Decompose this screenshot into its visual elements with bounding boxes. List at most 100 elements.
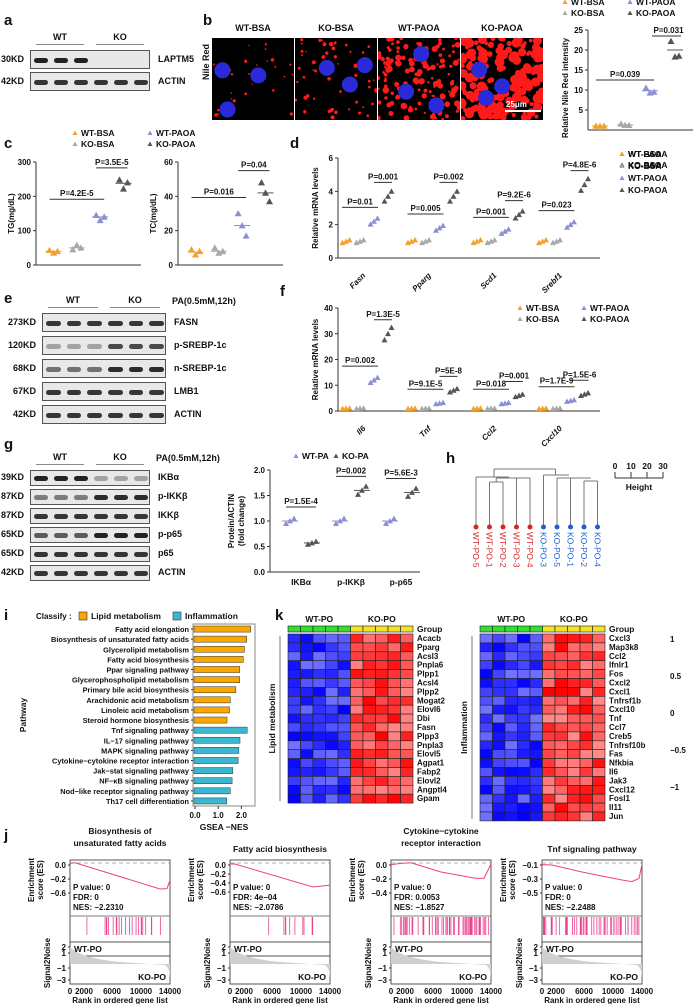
heatmap-cell xyxy=(387,767,401,777)
data-point xyxy=(498,230,505,236)
heatmap-cell xyxy=(300,749,314,759)
band xyxy=(66,366,82,372)
heatmap-cell xyxy=(400,749,414,759)
heatmap-cell xyxy=(479,660,493,670)
heatmap-cell xyxy=(400,695,414,706)
heatmap-cell xyxy=(504,633,518,644)
lipid-droplet xyxy=(399,38,404,41)
lipid-droplet xyxy=(303,95,308,100)
protein-label: n-SREBP-1c xyxy=(174,362,227,373)
heatmap-cell xyxy=(579,678,593,688)
data-point xyxy=(120,185,127,192)
lipid-droplet xyxy=(513,85,522,94)
band xyxy=(87,366,102,372)
heatmap-cell xyxy=(312,642,326,653)
lipid-droplet xyxy=(289,112,294,116)
heatmap-cell xyxy=(529,731,543,742)
chart-text: 100 xyxy=(18,227,32,236)
legend-entry: KO-PAOA xyxy=(628,185,668,195)
legend-entry: WT-BSA xyxy=(628,149,662,159)
pathway-label: Primary bile acid biosynthesis xyxy=(83,686,189,695)
heatmap-cell xyxy=(579,749,593,759)
heatmap-cell xyxy=(554,793,568,804)
y-axis-label: score (ES) xyxy=(357,860,366,900)
enrichment-curve xyxy=(230,863,331,888)
data-point xyxy=(675,52,683,59)
data-point xyxy=(578,187,584,193)
chart-text: 40 xyxy=(324,304,333,313)
lipid-droplet xyxy=(452,59,459,66)
data-point xyxy=(585,389,591,396)
data-point xyxy=(519,208,526,214)
lipid-droplet xyxy=(386,102,392,108)
heatmap-cell xyxy=(492,695,506,706)
heatmap-cell xyxy=(337,740,351,750)
pathway-label: Glycerolipid metabolism xyxy=(103,645,189,654)
heatmap-cell xyxy=(362,731,376,742)
heatmap-cell xyxy=(592,687,606,697)
y-axis-label: Signal2Noise xyxy=(364,937,373,988)
heatmap-cell xyxy=(312,793,326,804)
data-point xyxy=(543,405,549,411)
heatmap-cell xyxy=(287,633,301,644)
lipid-droplet xyxy=(391,42,394,46)
data-point xyxy=(388,324,395,330)
lipid-droplet xyxy=(344,43,348,47)
chart-text: 1 xyxy=(383,949,388,958)
legend-entry: KO-BSA xyxy=(571,8,605,18)
legend-swatch-lipid xyxy=(78,611,88,621)
lipid-droplet xyxy=(431,112,436,116)
leaf-node xyxy=(500,524,506,530)
heatmap-cell xyxy=(554,704,568,715)
heatmap-cell xyxy=(542,633,556,644)
heatmap-cell xyxy=(517,802,531,813)
molecular-weight-label: 65KD xyxy=(0,548,24,558)
heatmap-cell xyxy=(529,749,543,759)
heatmap-cell xyxy=(479,642,493,653)
heatmap-cell xyxy=(504,669,518,679)
p-value: P=9.1E-5 xyxy=(409,379,443,388)
heatmap-cell xyxy=(592,722,606,733)
heatmap-cell xyxy=(375,669,389,679)
lipid-droplet xyxy=(529,102,534,107)
image-title-wt-bsa: WT-BSA xyxy=(235,23,271,33)
blot-strip-actin xyxy=(42,405,166,424)
data-point xyxy=(355,491,361,497)
data-point xyxy=(562,0,568,4)
heatmap-cell xyxy=(300,767,314,777)
lipid-droplet xyxy=(454,100,460,107)
chart-text: 60 xyxy=(164,158,173,167)
heatmap-cell xyxy=(350,740,364,750)
heatmap-cell xyxy=(300,704,314,715)
heatmap-cell xyxy=(554,758,568,768)
lipid-droplet xyxy=(442,47,445,51)
phenotype-label: KO-PO xyxy=(138,972,166,982)
band xyxy=(54,495,68,500)
bar xyxy=(193,767,234,774)
heatmap-cell xyxy=(567,793,581,804)
pathway-label: MAPK signaling pathway xyxy=(101,746,190,755)
heatmap-cell xyxy=(554,669,568,679)
category-label: p-p65 xyxy=(390,577,413,587)
molecular-weight-label: 87KD xyxy=(0,491,24,501)
p-value: P=1.3E-5 xyxy=(366,310,400,319)
data-point xyxy=(46,246,53,254)
heatmap-cell xyxy=(579,704,593,715)
heatmap-cell xyxy=(492,731,506,742)
chart-text: Relative Nile Red intensity xyxy=(561,37,570,138)
legend-entry: KO-PA xyxy=(342,451,369,461)
band xyxy=(54,476,68,481)
lipid-droplet xyxy=(357,111,362,115)
heatmap-cell xyxy=(542,713,556,724)
lipid-droplet xyxy=(382,86,390,94)
lipid-droplet xyxy=(454,41,460,48)
data-point xyxy=(50,249,57,256)
x-axis-label: Rank in ordered gene list xyxy=(393,996,489,1004)
chart-text: −0.2 xyxy=(371,875,387,884)
data-point xyxy=(581,181,588,188)
chart-text: 2000 xyxy=(547,987,565,996)
heatmap-cell xyxy=(517,678,531,688)
data-point xyxy=(491,405,498,411)
data-point xyxy=(562,10,568,15)
lipid-droplet xyxy=(473,40,479,46)
